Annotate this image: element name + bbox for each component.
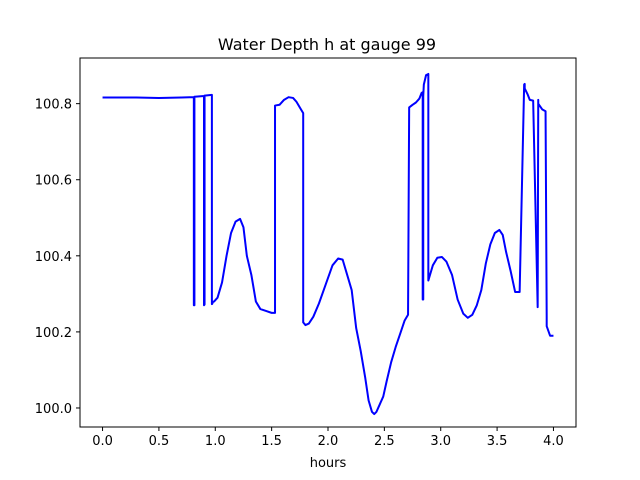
x-tick-label: 1.0 [205,434,226,449]
x-tick-label: 0.5 [149,434,170,449]
x-axis: 0.0 0.5 1.0 1.5 2.0 2.5 3.0 3.5 4.0 [92,427,564,449]
x-tick-label: 3.5 [487,434,508,449]
y-axis: 100.0 100.2 100.4 100.6 100.8 [35,98,80,417]
y-tick-label: 100.0 [35,402,72,417]
series-line [102,72,554,416]
x-tick-label: 2.0 [318,434,339,449]
plot-area [102,72,554,416]
x-tick-label: 4.0 [543,434,564,449]
x-tick-label: 0.0 [92,434,113,449]
x-axis-label: hours [310,456,347,471]
x-tick-label: 1.5 [261,434,282,449]
x-tick-label: 2.5 [374,434,395,449]
y-tick-label: 100.8 [35,98,72,113]
y-tick-label: 100.4 [35,250,72,265]
chart-title: Water Depth h at gauge 99 [218,35,436,54]
y-tick-label: 100.6 [35,174,72,189]
x-tick-label: 3.0 [430,434,451,449]
y-tick-label: 100.2 [35,326,72,341]
